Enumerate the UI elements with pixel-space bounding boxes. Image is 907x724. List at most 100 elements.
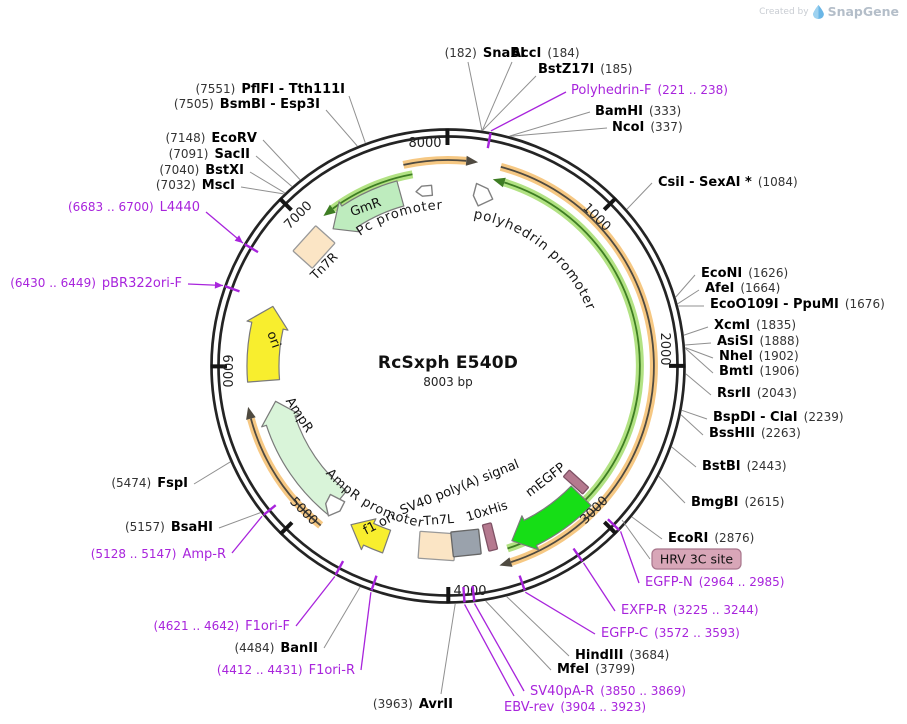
site-label-polyhedrin-f[interactable]: Polyhedrin-F (221 .. 238) (571, 83, 728, 98)
site-label-bmti[interactable]: BmtI (1906) (719, 364, 799, 379)
tick-label-2000: 2000 (657, 332, 672, 365)
feature-box-tn7l[interactable] (417, 530, 457, 562)
site-label-bsshii[interactable]: BssHII (2263) (709, 426, 801, 441)
feature-arrow-f1-ori[interactable] (350, 518, 392, 554)
tick-label-8000: 8000 (408, 136, 441, 151)
site-label-mfei[interactable]: MfeI (3799) (557, 662, 635, 677)
site-label-afei[interactable]: AfeI (1664) (705, 281, 780, 296)
feature-label-his-label: 10xHis (464, 497, 509, 524)
site-label-ncoi[interactable]: NcoI (337) (612, 120, 683, 135)
site-label-msci[interactable]: (7032) MscI (156, 178, 235, 193)
site-label-egfp-n[interactable]: EGFP-N (2964 .. 2985) (645, 575, 784, 590)
feature-ribbon-line-orange-ampr (250, 418, 322, 527)
leader-line-ncoi (510, 127, 608, 137)
site-label-xcmi[interactable]: XcmI (1835) (714, 318, 796, 333)
site-label-egfp-c[interactable]: EGFP-C (3572 .. 3593) (601, 626, 740, 641)
leader-line-mfei (485, 600, 552, 671)
feature-arrow-ampr[interactable] (261, 400, 348, 515)
site-label-bmgbi[interactable]: BmgBI (2615) (691, 495, 784, 510)
leader-line-msci (240, 186, 284, 195)
snapgene-logo-icon (812, 4, 824, 19)
primer-tick (607, 518, 620, 531)
tick-3000 (602, 520, 618, 536)
leader-line-exfp-r (582, 562, 616, 612)
feature-box-hrv-3c-feature[interactable] (563, 469, 589, 495)
primer-tick (334, 560, 345, 576)
tick-1000 (602, 196, 618, 212)
feature-arrow-megfp[interactable] (511, 485, 592, 551)
leader-line-bmti (684, 347, 714, 374)
hrv-3c-site-box[interactable] (651, 548, 742, 570)
primer-tick (262, 504, 277, 516)
site-label-rsrii[interactable]: RsrII (2043) (717, 386, 797, 401)
primer-tick (572, 547, 584, 562)
feature-label-ori-label: ori (263, 329, 283, 350)
leader-line-hrv-3c (621, 519, 651, 560)
site-label-bsmbi[interactable]: (7505) BsmBI - Esp3I (174, 97, 320, 112)
site-label-sacii[interactable]: (7091) SacII (169, 147, 250, 162)
primer-tick (471, 585, 476, 602)
leader-line-bamhi (509, 111, 591, 137)
leader-line-rsrii (685, 373, 712, 396)
site-label-snabi[interactable]: (182) SnaBI (445, 46, 525, 61)
feature-box-tn7r[interactable] (292, 225, 336, 269)
feature-arrow-gmr[interactable] (332, 180, 405, 233)
site-label-exfp-r[interactable]: EXFP-R (3225 .. 3244) (621, 603, 759, 618)
site-label-f1ori-f[interactable]: (4621 .. 4642) F1ori-F (153, 619, 290, 634)
site-label-amp-r[interactable]: (5128 .. 5147) Amp-R (91, 547, 226, 562)
leader-line-hindiii (506, 596, 570, 657)
primer-tick (244, 243, 259, 254)
leader-line-bmgbi (658, 476, 686, 504)
leader-line-bstbi (671, 446, 697, 468)
site-label-bsahi[interactable]: (5157) BsaHI (125, 520, 213, 535)
leader-line-pflfi (348, 95, 366, 143)
site-label-asisi[interactable]: AsiSI (1888) (717, 334, 799, 349)
site-label-bstxi[interactable]: (7040) BstXI (159, 163, 244, 178)
ampr-promoter-arrow[interactable] (321, 493, 346, 519)
pc-promoter-arrow[interactable] (415, 184, 434, 197)
site-label-pbr322ori-f[interactable]: (6430 .. 6449) pBR322ori-F (10, 276, 182, 291)
primer-tick (224, 284, 240, 293)
site-label-bstbi[interactable]: BstBI (2443) (702, 459, 787, 474)
leader-line-fspi (193, 461, 231, 485)
leader-line-sacii (255, 155, 293, 187)
site-label-f1ori-r[interactable]: (4412 .. 4431) F1ori-R (217, 663, 355, 678)
site-label-l4440[interactable]: (6683 .. 6700) L4440 (68, 200, 200, 215)
site-label-econi[interactable]: EcoNI (1626) (701, 266, 788, 281)
feature-box-linker-site[interactable] (481, 522, 499, 552)
tick-label-4000: 4000 (453, 584, 486, 599)
site-label-avrii[interactable]: (3963) AvrII (373, 697, 453, 712)
site-label-bstz17i[interactable]: BstZ17I (185) (538, 62, 633, 77)
leader-line-bsshii (680, 414, 704, 436)
site-label-banii[interactable]: (4484) BanII (234, 641, 318, 656)
site-label-fspi[interactable]: (5474) FspI (111, 476, 188, 491)
leader-line-bsahi (218, 512, 261, 529)
site-label-ecorv[interactable]: (7148) EcoRV (166, 131, 258, 146)
leader-line-nhei (685, 347, 714, 359)
site-label-ecori[interactable]: EcoRI (2876) (668, 531, 754, 546)
polyhedrin-promoter-arrow[interactable] (469, 180, 494, 207)
leader-line-f1ori-r (360, 592, 372, 671)
feature-box-his-box[interactable] (450, 528, 482, 558)
leader-line-avrii (440, 603, 456, 695)
site-label-ebv-rev[interactable]: EBV-rev (3904 .. 3923) (504, 700, 646, 715)
tick-label-6000: 6000 (219, 354, 234, 387)
site-label-csii[interactable]: CsiI - SexAI * (1084) (658, 175, 798, 190)
site-label-bamhi[interactable]: BamHI (333) (595, 104, 681, 119)
feature-arrow-ori[interactable] (246, 305, 289, 383)
site-label-pflfi[interactable]: (7551) PflFI - Tth111I (195, 82, 345, 97)
site-label-bspdi[interactable]: BspDI - ClaI (2239) (713, 410, 844, 425)
site-label-acci[interactable]: AccI (184) (511, 46, 580, 61)
primer-tick (462, 586, 466, 603)
site-label-nhei[interactable]: NheI (1902) (719, 349, 799, 364)
leader-line-bstxi (249, 171, 285, 194)
site-label-sv40pa-r[interactable]: SV40pA-R (3850 .. 3869) (530, 684, 686, 699)
leader-line-acci (481, 61, 513, 131)
site-label-ecoo109i[interactable]: EcoO109I - PpuMI (1676) (710, 297, 885, 312)
site-label-hindiii[interactable]: HindIII (3684) (575, 648, 669, 663)
leader-arrowhead-l4440 (234, 235, 243, 244)
watermark-prefix: Created by (759, 6, 809, 17)
site-label-hrv-3c-site: HRV 3C site (660, 552, 733, 567)
